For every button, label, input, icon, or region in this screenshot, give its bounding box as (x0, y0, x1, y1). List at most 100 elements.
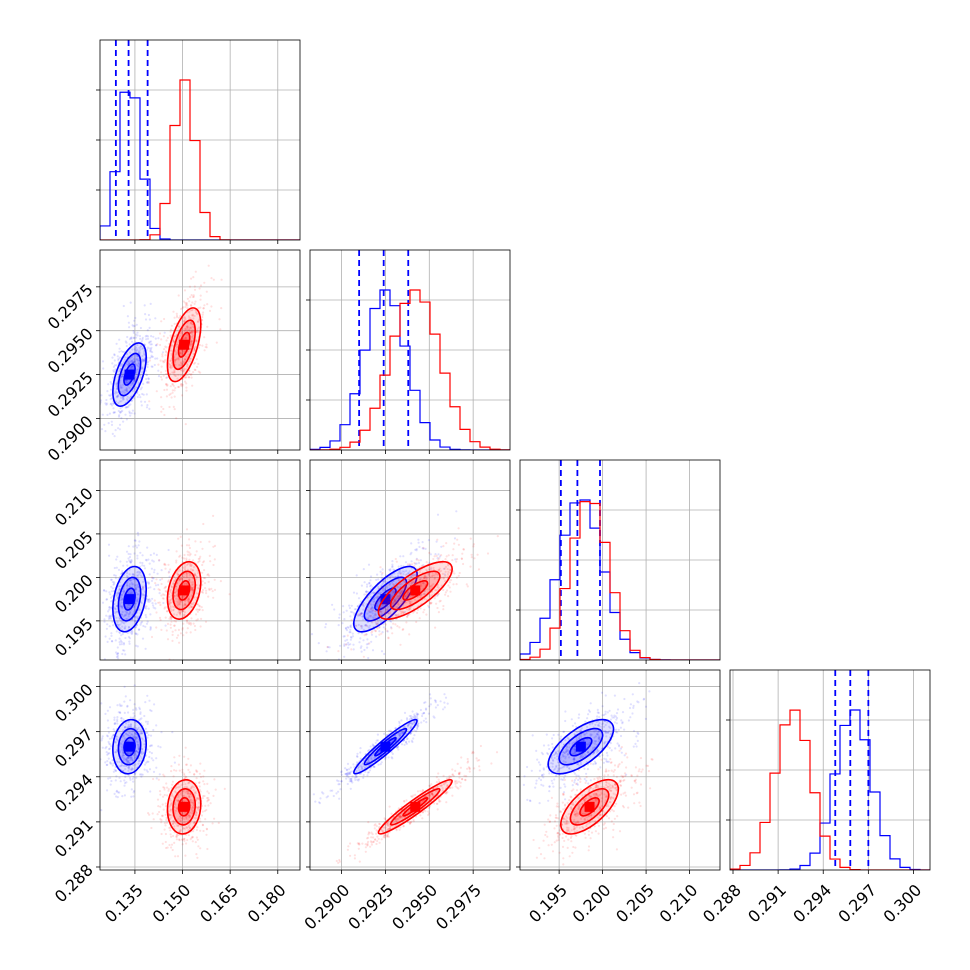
scatter-point (163, 413, 166, 417)
scatter-point (197, 808, 200, 811)
scatter-point (390, 615, 393, 618)
scatter-point (148, 813, 151, 816)
scatter-point (386, 611, 389, 614)
scatter-point (357, 767, 360, 770)
scatter-point (213, 578, 216, 581)
scatter-point (134, 724, 137, 727)
scatter-point (118, 631, 121, 634)
scatter-point (371, 649, 375, 652)
scatter-point (386, 600, 389, 603)
density-peak-series-1 (179, 339, 190, 350)
scatter-point (181, 595, 184, 598)
scatter-point (189, 816, 192, 819)
scatter-point (205, 827, 208, 830)
scatter-point (378, 610, 381, 613)
scatter-point (183, 557, 186, 560)
scatter-point (120, 572, 123, 576)
scatter-point (131, 733, 134, 736)
scatter-point (366, 590, 369, 593)
scatter-point (143, 763, 147, 766)
scatter-point (188, 285, 192, 288)
scatter-point (125, 758, 128, 761)
scatter-point (117, 568, 121, 572)
scatter-point (108, 625, 111, 628)
scatter-point (122, 642, 125, 645)
scatter-point (132, 358, 135, 361)
scatter-point (128, 410, 131, 413)
scatter-point (133, 348, 136, 351)
scatter-point (141, 773, 144, 776)
scatter-point (405, 601, 408, 604)
scatter-point (121, 598, 124, 601)
scatter-point (371, 616, 374, 619)
scatter-point (186, 328, 189, 331)
scatter-point (219, 580, 222, 583)
scatter-point (348, 772, 351, 776)
scatter-point (111, 735, 114, 738)
scatter-point (368, 769, 372, 772)
scatter-point (183, 316, 186, 319)
scatter-point (360, 612, 363, 615)
scatter-point (324, 623, 328, 626)
scatter-point (414, 581, 417, 584)
scatter-point (112, 407, 115, 410)
scatter-point (124, 340, 127, 343)
scatter-point (110, 607, 113, 610)
scatter-point (400, 592, 403, 595)
scatter-point (191, 586, 194, 589)
scatter-point (131, 359, 134, 362)
scatter-point (117, 427, 120, 430)
scatter-point (126, 363, 130, 366)
scatter-point (148, 340, 151, 343)
scatter-point (160, 375, 163, 379)
scatter-point (469, 565, 472, 568)
scatter-point (141, 585, 144, 588)
scatter-point (457, 787, 460, 790)
scatter-point (106, 413, 109, 416)
density-peak-series-0 (380, 594, 391, 605)
scatter-point (116, 654, 119, 658)
scatter-point (173, 370, 176, 373)
scatter-point (110, 640, 114, 643)
scatter-point (436, 513, 440, 516)
scatter-point (142, 586, 145, 589)
scatter-point (163, 317, 166, 321)
scatter-point (181, 307, 184, 310)
scatter-point (383, 613, 386, 616)
scatter-point (132, 360, 135, 363)
scatter-point (190, 836, 193, 839)
scatter-point (431, 584, 434, 587)
scatter-point (201, 589, 205, 592)
scatter-point (447, 570, 450, 574)
scatter-point (135, 358, 138, 361)
scatter-point (186, 583, 189, 586)
scatter-point (424, 576, 427, 579)
scatter-point (182, 360, 185, 363)
scatter-point (399, 599, 403, 602)
scatter-point (107, 383, 110, 386)
scatter-point (213, 558, 216, 561)
scatter-point (375, 739, 378, 742)
scatter-point (175, 769, 178, 772)
scatter-point (407, 571, 410, 575)
scatter-point (180, 361, 183, 364)
scatter-point (437, 611, 440, 614)
scatter-point (135, 750, 138, 753)
scatter-point (442, 576, 445, 579)
scatter-point (135, 349, 138, 352)
scatter-point (163, 775, 166, 778)
scatter-point (185, 576, 188, 579)
scatter-point (185, 785, 188, 788)
scatter-point (181, 817, 184, 820)
scatter-point (413, 713, 416, 716)
scatter-point (115, 610, 118, 613)
scatter-point (178, 555, 181, 558)
scatter-point (143, 304, 146, 307)
scatter-point (207, 573, 210, 576)
scatter-point (198, 781, 201, 784)
scatter-point (114, 411, 117, 414)
scatter-point (120, 596, 123, 599)
scatter-point (165, 846, 168, 850)
scatter-point (356, 755, 359, 758)
scatter-point (193, 347, 196, 350)
